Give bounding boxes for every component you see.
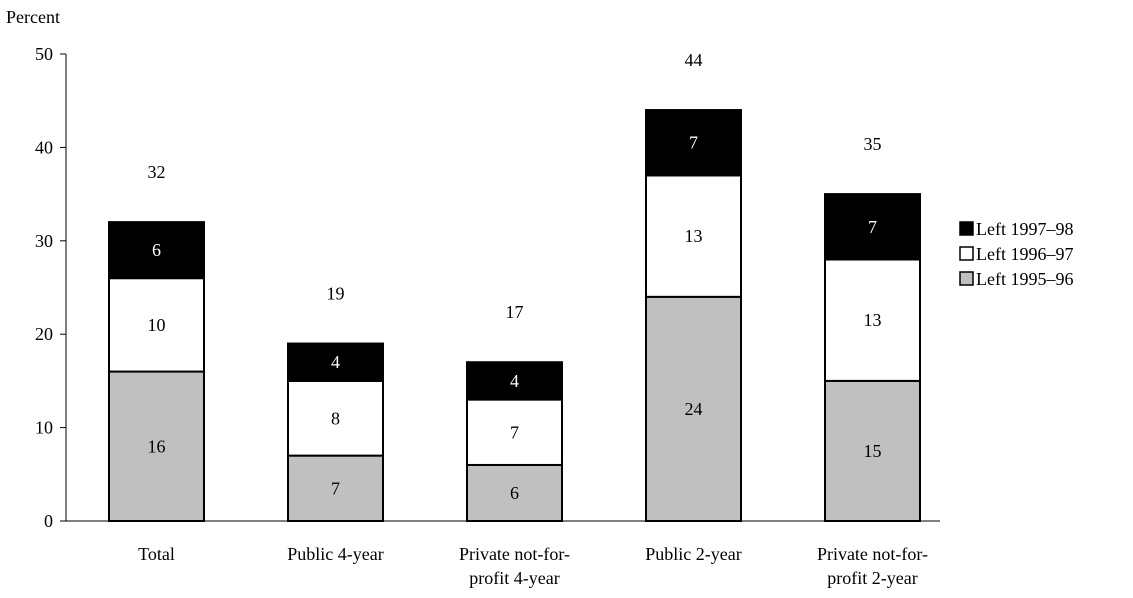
segment-value-label: 4 [510, 371, 519, 391]
bar-segment [645, 109, 742, 177]
bar-segment [287, 379, 384, 457]
total-value-label: 32 [148, 162, 166, 182]
bar-segment [466, 361, 563, 401]
total-value-label: 44 [685, 50, 703, 70]
segment-value-label: 13 [685, 226, 703, 246]
segment-value-label: 7 [689, 133, 698, 153]
y-tick-label: 40 [35, 137, 53, 157]
x-category-label-line: profit 4-year [469, 568, 559, 588]
segment-value-label: 7 [510, 422, 519, 442]
y-axis-title: Percent [6, 7, 60, 27]
bar-segment [824, 193, 921, 261]
x-category-label: Private not-for-profit 2-year [817, 544, 928, 588]
bar-segment [824, 379, 921, 522]
segment-value-label: 6 [152, 240, 161, 260]
total-value-label: 19 [327, 284, 345, 304]
x-category-label: Public 4-year [287, 544, 383, 564]
legend-swatch [959, 246, 974, 261]
segment-value-label: 15 [864, 441, 882, 461]
bar-segment [466, 398, 563, 466]
segment-value-label: 6 [510, 483, 519, 503]
segment-value-label: 4 [331, 352, 340, 372]
x-category-label-line: Public 2-year [645, 544, 741, 564]
x-category-label-line: profit 2-year [827, 568, 917, 588]
segment-value-label: 7 [331, 478, 340, 498]
x-category-label-line: Private not-for- [817, 544, 928, 564]
bar-segment [108, 221, 205, 280]
segment-value-label: 8 [331, 408, 340, 428]
bar-segment [108, 277, 205, 373]
segment-value-label: 10 [148, 315, 166, 335]
bar-segment [108, 370, 205, 522]
segment-value-label: 13 [864, 310, 882, 330]
x-category-label-line: Private not-for- [459, 544, 570, 564]
bar-segment [645, 174, 742, 298]
x-category-label: Total [138, 544, 175, 564]
y-tick-label: 0 [44, 511, 53, 531]
segment-value-label: 24 [685, 399, 703, 419]
y-tick-label: 50 [35, 44, 53, 64]
segment-value-label: 16 [148, 436, 166, 456]
y-tick-label: 30 [35, 231, 53, 251]
y-tick-label: 20 [35, 324, 53, 344]
x-category-label-line: Total [138, 544, 175, 564]
total-value-label: 17 [506, 302, 524, 322]
x-category-label: Private not-for-profit 4-year [459, 544, 570, 588]
legend-swatch [959, 221, 974, 236]
total-value-label: 35 [864, 134, 882, 154]
legend-swatch [959, 271, 974, 286]
segment-value-label: 7 [868, 217, 877, 237]
legend-label: Left 1997–98 [976, 219, 1073, 239]
legend-label: Left 1996–97 [976, 244, 1073, 264]
y-tick-label: 10 [35, 418, 53, 438]
x-category-label: Public 2-year [645, 544, 741, 564]
x-category-label-line: Public 4-year [287, 544, 383, 564]
legend-label: Left 1995–96 [976, 269, 1073, 289]
bar-segment [645, 295, 742, 522]
bar-segment [287, 342, 384, 382]
